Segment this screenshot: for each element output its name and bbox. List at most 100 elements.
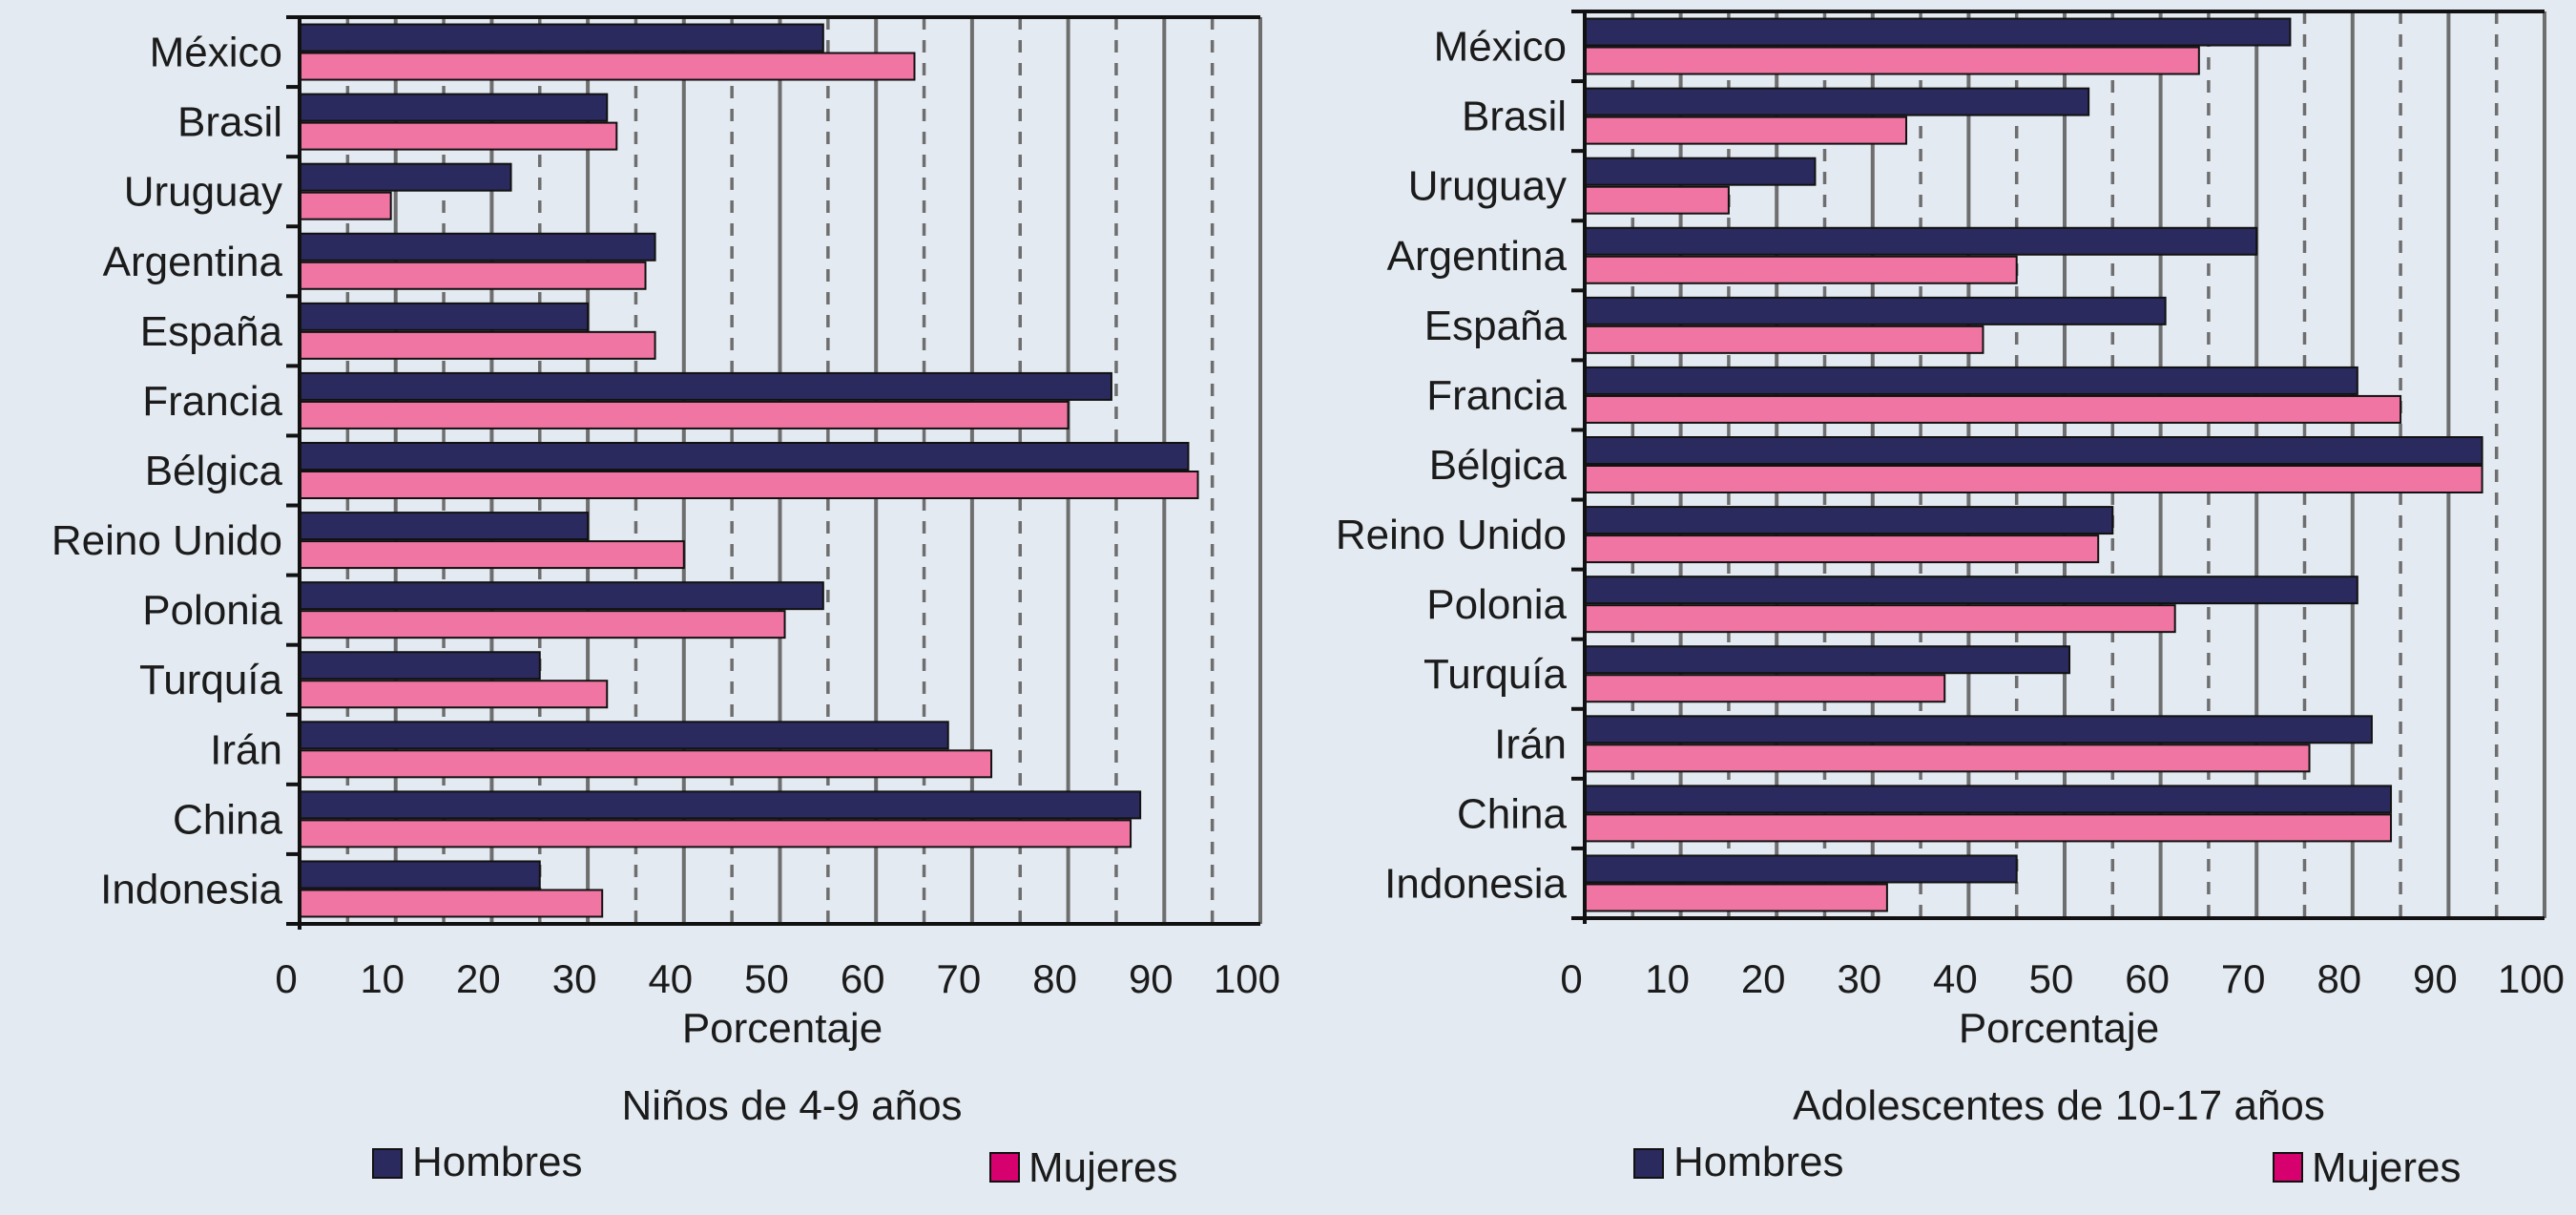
bar-mujeres bbox=[299, 191, 392, 220]
x-tick-label: 30 bbox=[1837, 956, 1881, 1001]
x-tick-label: 100 bbox=[1214, 956, 1280, 1001]
bar-mujeres bbox=[299, 471, 1199, 499]
bar-hombres bbox=[1584, 17, 2292, 47]
category-label: Brasil bbox=[1462, 94, 1567, 140]
x-tick-label: 0 bbox=[275, 956, 297, 1001]
bar-hombres bbox=[1584, 436, 2483, 465]
legend-swatch-mujeres bbox=[989, 1152, 1020, 1183]
x-tick-label: 90 bbox=[1129, 956, 1174, 1001]
bar-mujeres bbox=[299, 261, 647, 290]
x-tick-label: 50 bbox=[744, 956, 789, 1001]
category-label: Indonesia bbox=[100, 866, 282, 912]
category-label: España bbox=[1424, 303, 1568, 349]
legend: Hombres Mujeres bbox=[1633, 1139, 2462, 1191]
chart-title: Adolescentes de 10-17 años bbox=[1793, 1082, 2325, 1129]
bar-hombres bbox=[299, 512, 590, 541]
bar-mujeres bbox=[299, 121, 618, 151]
category-label: Irán bbox=[1494, 721, 1567, 767]
category-label: Bélgica bbox=[1429, 442, 1568, 489]
legend-label-mujeres: Mujeres bbox=[2312, 1144, 2462, 1191]
category-label: Polonia bbox=[142, 587, 282, 634]
bar-mujeres bbox=[1584, 674, 1946, 703]
bar-mujeres bbox=[1584, 534, 2100, 564]
bar-mujeres bbox=[299, 680, 609, 709]
bar-hombres bbox=[299, 23, 824, 52]
legend-swatch-mujeres bbox=[2273, 1152, 2303, 1183]
category-label: China bbox=[173, 796, 282, 843]
bar-mujeres bbox=[1584, 813, 2393, 843]
bar-hombres bbox=[1584, 715, 2373, 744]
legend-swatch-hombres bbox=[372, 1148, 403, 1179]
bar-mujeres bbox=[299, 819, 1132, 848]
bar-hombres bbox=[1584, 87, 2090, 116]
category-label: Brasil bbox=[177, 99, 282, 146]
legend-label-mujeres: Mujeres bbox=[1028, 1144, 1178, 1191]
legend-label-hombres: Hombres bbox=[1673, 1139, 1844, 1185]
bar-hombres bbox=[299, 860, 541, 890]
category-label: Indonesia bbox=[1384, 860, 1567, 907]
bar-hombres bbox=[299, 302, 590, 331]
category-label: México bbox=[1434, 24, 1567, 71]
bar-hombres bbox=[299, 790, 1142, 820]
x-tick-label: 90 bbox=[2413, 956, 2458, 1001]
bar-hombres bbox=[1584, 785, 2393, 814]
chart-title: Niños de 4-9 años bbox=[621, 1082, 962, 1129]
category-label: Uruguay bbox=[1408, 163, 1567, 210]
category-label: China bbox=[1457, 790, 1567, 837]
x-tick-label: 10 bbox=[360, 956, 405, 1001]
bar-mujeres bbox=[1584, 325, 1984, 354]
bar-hombres bbox=[299, 232, 656, 262]
bar-mujeres bbox=[1584, 465, 2483, 493]
category-label: Turquía bbox=[1423, 651, 1568, 698]
bar-mujeres bbox=[1584, 744, 2311, 773]
bar-hombres bbox=[1584, 506, 2114, 535]
bar-mujeres bbox=[299, 610, 786, 639]
bar-mujeres bbox=[299, 889, 604, 918]
bar-mujeres bbox=[299, 52, 916, 81]
bar-mujeres bbox=[1584, 604, 2176, 634]
category-label: Uruguay bbox=[124, 169, 282, 216]
bar-mujeres bbox=[1584, 883, 1888, 912]
x-tick-label: 40 bbox=[1933, 956, 1978, 1001]
bar-mujeres bbox=[299, 749, 993, 779]
bar-hombres bbox=[1584, 645, 2071, 675]
bar-hombres bbox=[1584, 854, 2018, 884]
bar-mujeres bbox=[1584, 185, 1730, 215]
x-axis-label: Porcentaje bbox=[682, 1005, 883, 1052]
x-tick-label: 80 bbox=[2316, 956, 2361, 1001]
bar-hombres bbox=[299, 721, 949, 750]
category-label: Argentina bbox=[1387, 233, 1568, 280]
x-tick-label: 70 bbox=[937, 956, 982, 1001]
category-label: México bbox=[150, 30, 282, 76]
category-label: Reino Unido bbox=[52, 517, 282, 564]
category-label: Bélgica bbox=[145, 448, 283, 494]
x-tick-label: 60 bbox=[2125, 956, 2170, 1001]
bar-hombres bbox=[1584, 296, 2167, 325]
x-tick-label: 0 bbox=[1560, 956, 1582, 1001]
bar-mujeres bbox=[1584, 255, 2018, 284]
bar-hombres bbox=[299, 442, 1190, 471]
chart-panel-1: México Brasil Uruguay Argentina España Franci… bbox=[52, 15, 1280, 1191]
x-tick-label: 20 bbox=[1741, 956, 1786, 1001]
legend-swatch-hombres bbox=[1633, 1148, 1664, 1179]
category-label: Francia bbox=[1426, 372, 1567, 419]
bar-hombres bbox=[299, 162, 512, 192]
x-axis-label: Porcentaje bbox=[1959, 1005, 2159, 1052]
bar-mujeres bbox=[1584, 115, 1908, 145]
bar-hombres bbox=[1584, 366, 2358, 395]
bar-hombres bbox=[1584, 157, 1817, 186]
chart-panel-2: México Brasil Uruguay Argentina España Franci… bbox=[1336, 10, 2565, 1191]
bar-mujeres bbox=[299, 400, 1070, 429]
bar-hombres bbox=[299, 581, 824, 611]
x-tick-label: 30 bbox=[552, 956, 597, 1001]
bar-hombres bbox=[299, 371, 1112, 401]
bar-hombres bbox=[1584, 576, 2358, 605]
category-label: Francia bbox=[142, 378, 282, 425]
bar-hombres bbox=[1584, 226, 2258, 256]
bar-mujeres bbox=[1584, 46, 2200, 75]
legend-label-hombres: Hombres bbox=[412, 1139, 583, 1185]
bar-hombres bbox=[299, 93, 609, 122]
bar-mujeres bbox=[1584, 394, 2402, 424]
bar-hombres bbox=[299, 651, 541, 681]
